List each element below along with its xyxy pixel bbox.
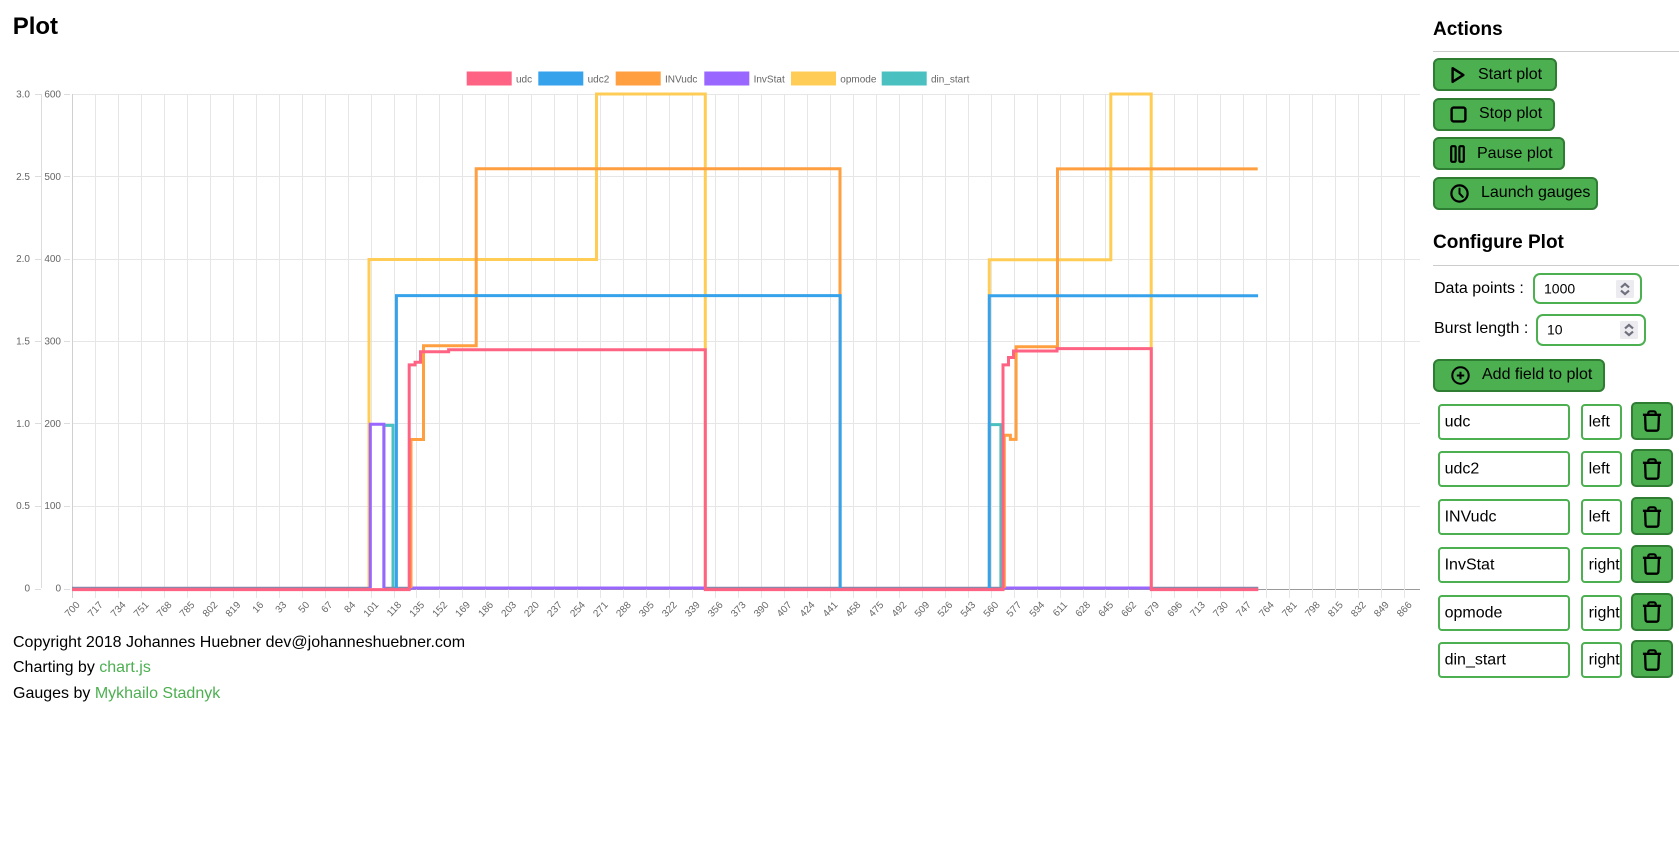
svg-text:866: 866 [1395, 600, 1415, 620]
svg-text:747: 747 [1234, 600, 1254, 620]
svg-text:0: 0 [55, 584, 61, 595]
svg-text:135: 135 [408, 600, 428, 620]
svg-text:200: 200 [44, 419, 61, 430]
svg-text:458: 458 [844, 600, 864, 620]
svg-text:717: 717 [86, 600, 106, 620]
svg-text:67: 67 [320, 600, 336, 616]
svg-text:0: 0 [24, 584, 30, 595]
svg-text:645: 645 [1097, 600, 1117, 620]
svg-text:271: 271 [591, 600, 611, 620]
svg-text:300: 300 [44, 337, 61, 348]
svg-text:203: 203 [500, 600, 520, 620]
svg-text:220: 220 [522, 600, 542, 620]
svg-text:152: 152 [431, 600, 451, 620]
svg-text:764: 764 [1257, 600, 1277, 620]
svg-text:730: 730 [1211, 600, 1231, 620]
svg-text:700: 700 [63, 600, 83, 620]
svg-text:679: 679 [1143, 600, 1163, 620]
svg-text:768: 768 [155, 600, 175, 620]
svg-text:500: 500 [44, 172, 61, 183]
svg-text:407: 407 [775, 600, 795, 620]
svg-text:186: 186 [477, 600, 497, 620]
svg-text:424: 424 [798, 600, 818, 620]
svg-text:udc2: udc2 [588, 74, 610, 85]
svg-text:118: 118 [385, 600, 404, 619]
svg-text:373: 373 [729, 600, 749, 620]
svg-text:33: 33 [274, 600, 290, 616]
svg-text:opmode: opmode [840, 74, 877, 85]
svg-text:600: 600 [44, 90, 61, 101]
svg-text:16: 16 [251, 600, 267, 616]
svg-text:662: 662 [1120, 600, 1140, 620]
svg-text:492: 492 [890, 600, 910, 620]
svg-text:713: 713 [1188, 600, 1208, 620]
svg-text:400: 400 [44, 254, 61, 265]
svg-text:832: 832 [1349, 600, 1369, 620]
svg-text:3.0: 3.0 [16, 90, 30, 101]
svg-text:356: 356 [706, 600, 726, 620]
svg-text:1.0: 1.0 [16, 419, 30, 430]
svg-text:390: 390 [752, 600, 772, 620]
svg-text:322: 322 [660, 600, 680, 620]
svg-text:696: 696 [1166, 600, 1186, 620]
svg-text:802: 802 [201, 600, 221, 620]
svg-text:577: 577 [1005, 600, 1025, 620]
svg-text:100: 100 [44, 501, 61, 512]
svg-text:819: 819 [224, 600, 244, 620]
svg-text:2.0: 2.0 [16, 254, 30, 265]
svg-text:611: 611 [1051, 600, 1070, 619]
svg-text:475: 475 [867, 600, 887, 620]
svg-text:237: 237 [545, 600, 565, 620]
svg-text:339: 339 [683, 600, 703, 620]
svg-text:101: 101 [362, 600, 382, 620]
svg-text:2.5: 2.5 [16, 172, 30, 183]
svg-text:udc: udc [516, 74, 532, 85]
svg-text:628: 628 [1074, 600, 1094, 620]
svg-text:0.5: 0.5 [16, 501, 30, 512]
svg-text:169: 169 [454, 600, 474, 620]
svg-text:751: 751 [132, 600, 152, 620]
svg-text:441: 441 [821, 600, 841, 620]
svg-text:INVudc: INVudc [665, 74, 697, 85]
svg-text:din_start: din_start [931, 74, 970, 85]
svg-text:560: 560 [982, 600, 1002, 620]
svg-text:815: 815 [1326, 600, 1346, 620]
svg-text:84: 84 [343, 600, 359, 616]
svg-text:785: 785 [178, 600, 198, 620]
svg-text:543: 543 [959, 600, 979, 620]
svg-text:594: 594 [1028, 600, 1048, 620]
svg-text:798: 798 [1303, 600, 1323, 620]
svg-text:781: 781 [1280, 600, 1300, 620]
svg-text:254: 254 [568, 600, 588, 620]
svg-text:849: 849 [1372, 600, 1392, 620]
svg-text:305: 305 [637, 600, 657, 620]
svg-text:509: 509 [913, 600, 933, 620]
svg-text:288: 288 [614, 600, 634, 620]
svg-text:526: 526 [936, 600, 956, 620]
svg-text:50: 50 [297, 600, 313, 616]
svg-text:1.5: 1.5 [16, 337, 30, 348]
svg-text:734: 734 [109, 600, 129, 620]
svg-text:InvStat: InvStat [754, 74, 785, 85]
